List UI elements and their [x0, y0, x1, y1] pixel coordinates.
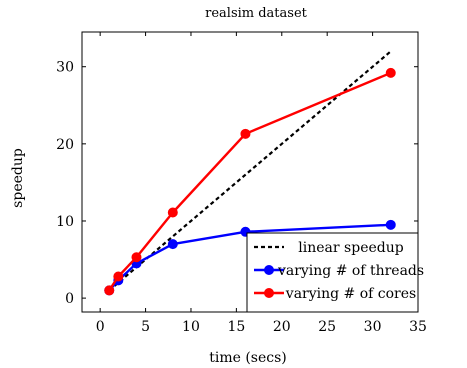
data-point [385, 67, 396, 78]
data-point [240, 128, 251, 139]
y-tick-label: 20 [56, 137, 74, 153]
legend-label: varying # of cores [285, 286, 416, 302]
x-tick-label: 30 [364, 319, 382, 335]
x-tick-label: 15 [227, 319, 245, 335]
y-tick-label: 10 [56, 214, 74, 230]
x-tick-label: 10 [182, 319, 200, 335]
x-axis-label: time (secs) [209, 350, 287, 366]
legend: linear speedup varying # of threads varyin… [246, 232, 424, 313]
legend-marker [264, 265, 274, 275]
data-point [131, 252, 142, 263]
y-tick-label: 30 [56, 60, 74, 76]
x-tick-label: 20 [273, 319, 291, 335]
chart-title: realsim dataset [205, 6, 308, 21]
x-tick-label: 25 [318, 319, 336, 335]
data-point [167, 239, 178, 250]
data-point [104, 285, 115, 296]
y-axis-label: speedup [10, 148, 26, 208]
y-tick-label: 0 [65, 291, 74, 307]
data-point [385, 219, 396, 230]
legend-label: varying # of threads [277, 263, 424, 279]
legend-marker [264, 288, 274, 298]
series-line-0 [108, 50, 392, 292]
data-point [167, 207, 178, 218]
data-point [113, 271, 124, 282]
x-tick-label: 5 [141, 319, 150, 335]
legend-label: linear speedup [298, 240, 403, 256]
x-tick-label: 35 [409, 319, 427, 335]
x-tick-label: 0 [96, 319, 105, 335]
